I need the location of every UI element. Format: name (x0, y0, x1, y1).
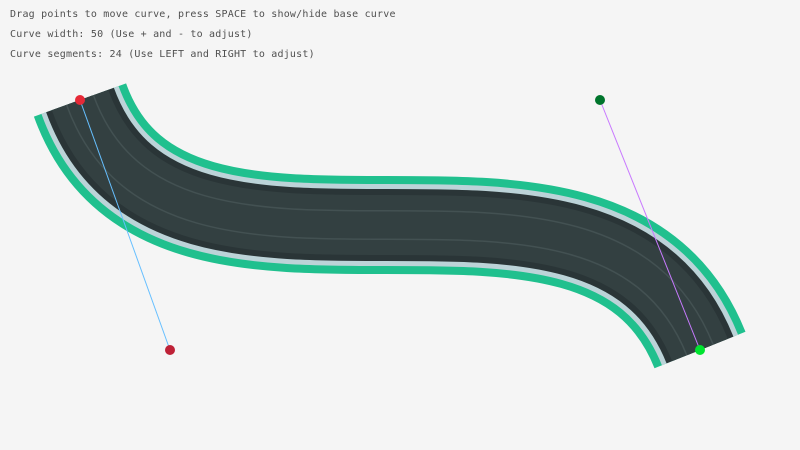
road-curve (33, 81, 746, 371)
curve-segments-text: Curve segments: 24 (Use LEFT and RIGHT t… (10, 49, 315, 60)
end-control-handle[interactable] (595, 95, 605, 105)
instructions-text: Drag points to move curve, press SPACE t… (10, 9, 396, 20)
road-lane-gap (67, 95, 713, 356)
start-control-handle[interactable] (165, 345, 175, 355)
end-point-handle[interactable] (695, 345, 705, 355)
curve-width-text: Curve width: 50 (Use + and - to adjust) (10, 29, 253, 40)
end-tangent-line (599, 99, 701, 351)
start-point-handle[interactable] (75, 95, 85, 105)
start-tangent-line (79, 99, 171, 351)
